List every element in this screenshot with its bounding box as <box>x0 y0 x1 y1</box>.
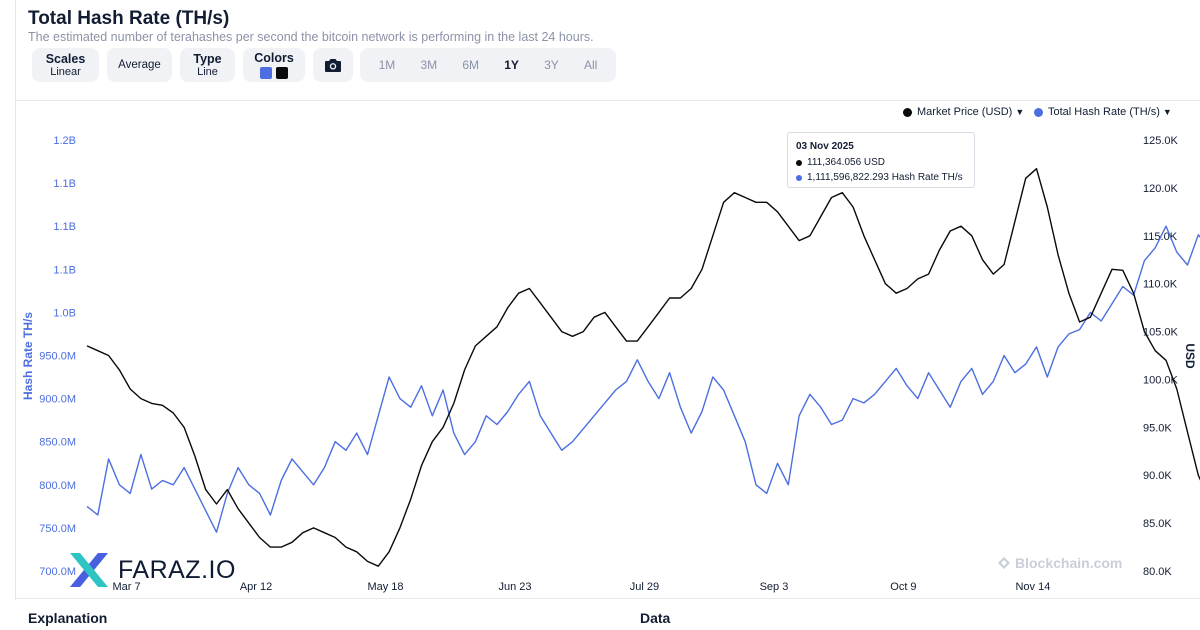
y-right-tick-label: 105.0K <box>1143 327 1179 339</box>
y-right-tick-label: 90.0K <box>1143 470 1172 482</box>
legend-dot-market-price <box>903 107 912 117</box>
faraz-logo-icon <box>70 553 108 587</box>
y-left-tick-label: 1.2B <box>53 135 76 147</box>
scales-value: Linear <box>50 65 81 78</box>
legend-label-market-price: Market Price (USD) <box>917 106 1013 118</box>
y-right-tick-label: 120.0K <box>1143 183 1179 195</box>
chevron-down-icon: ▼ <box>1015 107 1025 117</box>
snapshot-button[interactable] <box>313 48 353 82</box>
range-selector: 1M 3M 6M 1Y 3Y All <box>360 48 616 82</box>
legend-hash-rate[interactable]: Total Hash Rate (TH/s) ▼ <box>1034 106 1172 118</box>
footer-divider <box>15 598 1200 599</box>
page-subtitle: The estimated number of terahashes per s… <box>28 30 594 44</box>
y-left-tick-label: 800.0M <box>39 480 76 492</box>
x-tick-label: Apr 12 <box>240 581 272 593</box>
y-axis-right-label: USD <box>1183 343 1197 369</box>
series-layer <box>86 168 1200 567</box>
x-tick-label: Jun 23 <box>498 581 531 593</box>
colors-label: Colors <box>254 51 294 65</box>
range-3y[interactable]: 3Y <box>544 58 559 72</box>
faraz-logo: FARAZ.IO <box>66 550 236 590</box>
tooltip-dot-price <box>796 159 802 166</box>
market-price-series-line <box>86 168 1200 567</box>
y-left-tick-label: 1.0B <box>53 307 76 319</box>
tooltip-date: 03 Nov 2025 <box>796 141 854 152</box>
scales-button[interactable]: Scales Linear <box>32 48 99 82</box>
camera-icon <box>325 59 341 72</box>
average-label: Average <box>118 58 161 71</box>
color-swatch-primary[interactable] <box>260 67 272 79</box>
y-right-tick-label: 125.0K <box>1143 135 1179 147</box>
y-axis-left-label: Hash Rate TH/s <box>21 312 35 400</box>
y-left-tick-label: 900.0M <box>39 394 76 406</box>
x-tick-label: Nov 14 <box>1015 581 1050 593</box>
chart-tooltip: 03 Nov 2025 111,364.056 USD 1,111,596,82… <box>787 132 975 188</box>
legend-market-price[interactable]: Market Price (USD) ▼ <box>903 106 1024 118</box>
section-explanation: Explanation <box>28 610 108 626</box>
range-3m[interactable]: 3M <box>420 58 438 72</box>
colors-button[interactable]: Colors <box>243 48 305 82</box>
y-right-tick-label: 80.0K <box>1143 566 1172 578</box>
color-swatch-secondary[interactable] <box>276 67 288 79</box>
y-left-tick-label: 750.0M <box>39 523 76 535</box>
range-1m[interactable]: 1M <box>378 58 396 72</box>
header-divider <box>15 100 1200 101</box>
left-divider <box>15 0 16 600</box>
x-tick-label: May 18 <box>367 581 403 593</box>
legend-dot-hash-rate <box>1034 107 1043 117</box>
tooltip-price: 111,364.056 USD <box>807 157 886 168</box>
type-button[interactable]: Type Line <box>180 48 235 82</box>
y-left-tick-label: 1.1B <box>53 221 76 233</box>
y-left-tick-label: 950.0M <box>39 351 76 363</box>
y-left-tick-label: 1.1B <box>53 178 76 190</box>
page-title: Total Hash Rate (TH/s) <box>28 8 230 29</box>
x-tick-label: Oct 9 <box>890 581 916 593</box>
section-data: Data <box>640 610 671 626</box>
x-tick-label: Jul 29 <box>630 581 659 593</box>
tooltip-dot-hash <box>796 174 802 181</box>
y-right-tick-label: 110.0K <box>1143 279 1178 291</box>
blockchain-watermark: Blockchain.com <box>998 555 1122 571</box>
y-left-tick-label: 850.0M <box>39 437 76 449</box>
x-tick-label: Sep 3 <box>760 581 789 593</box>
logo-text: FARAZ.IO <box>118 555 236 584</box>
range-6m[interactable]: 6M <box>462 58 480 72</box>
right-axis-ticks: 80.0K 85.0K 90.0K 95.0K 100.0K 105.0K 110.0K 11… <box>1143 135 1179 578</box>
type-label: Type <box>193 51 222 66</box>
y-right-tick-label: 85.0K <box>1143 518 1172 530</box>
y-right-tick-label: 100.0K <box>1143 374 1179 386</box>
legend-label-hash-rate: Total Hash Rate (TH/s) <box>1048 106 1160 118</box>
chevron-down-icon: ▼ <box>1162 107 1172 117</box>
range-all[interactable]: All <box>584 58 598 72</box>
watermark-text: Blockchain.com <box>1015 555 1123 571</box>
left-axis-ticks: 700.0M750.0M800.0M850.0M900.0M950.0M1.0B… <box>39 135 76 578</box>
average-button[interactable]: Average <box>107 48 172 82</box>
range-1y[interactable]: 1Y <box>504 58 519 72</box>
type-value: Line <box>197 65 218 78</box>
y-left-tick-label: 1.1B <box>53 264 76 276</box>
hash-rate-series-line <box>86 225 1200 533</box>
y-right-tick-label: 95.0K <box>1143 422 1172 434</box>
scales-label: Scales <box>45 51 86 66</box>
tooltip-hash: 1,111,596,822.293 Hash Rate TH/s <box>807 172 963 183</box>
y-right-tick-label: 115.0K <box>1143 231 1178 243</box>
blockchain-logo-icon <box>998 557 1010 569</box>
